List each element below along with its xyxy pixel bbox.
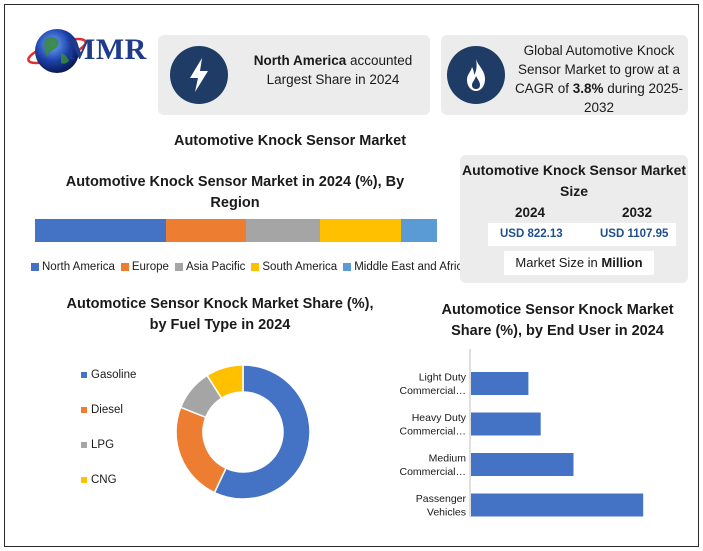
fuel-legend-label: LPG [91, 439, 115, 451]
region-info-rest: accounted Largest Share in 2024 [266, 53, 413, 87]
region-legend-item: Asia Pacific [174, 261, 246, 273]
growth-info-pre: Global Automotive Knock Sensor Market to… [514, 43, 681, 96]
flame-icon [447, 46, 505, 104]
lightning-icon [170, 46, 228, 104]
growth-info-text: Global Automotive Knock Sensor Market to… [509, 41, 689, 117]
fuel-legend-label: Diesel [91, 404, 123, 416]
market-size-unit-pre: Market Size in [515, 255, 602, 270]
region-legend-item: South America [251, 261, 337, 273]
region-legend-item: Middle East and Africa [343, 261, 469, 273]
region-legend-item: North America [31, 261, 115, 273]
fuel-legend-label: CNG [91, 474, 117, 486]
enduser-bar-heavy-duty-commercial [471, 412, 541, 436]
enduser-category-label: Light Duty Commercial… [399, 372, 466, 398]
fuel-legend-item: Diesel [81, 404, 123, 416]
globe-logo-icon [27, 29, 87, 73]
market-size-year-2024: 2024 [515, 205, 546, 220]
legend-swatch [81, 442, 87, 448]
region-legend-label: Middle East and Africa [354, 261, 469, 273]
legend-swatch [120, 263, 129, 271]
region-bar-segment-south-america [320, 219, 401, 242]
legend-swatch [251, 263, 260, 271]
region-chart-title: Automotive Knock Sensor Market in 2024 (… [65, 174, 405, 211]
region-info-bold: North America [253, 53, 347, 68]
main-title: Automotive Knock Sensor Market [173, 133, 407, 149]
enduser-category-label: Medium Commercial… [399, 453, 466, 479]
enduser-category-label: Heavy Duty Commercial… [399, 412, 466, 438]
enduser-category-label: Passenger Vehicles [416, 493, 467, 519]
region-legend: North America Europe Asia Pacific South Ame… [31, 261, 469, 273]
enduser-bar-chart: Light Duty Commercial… Heavy Duty Commercia… [399, 349, 644, 519]
region-legend-item: Europe [120, 261, 169, 273]
donut-slice-diesel [175, 406, 227, 494]
legend-swatch [81, 372, 87, 378]
region-bar-segment-asia-pacific [246, 219, 321, 242]
infographic-frame: MMR North America accounted Largest Shar… [4, 4, 699, 547]
logo-text: MMR [67, 33, 147, 66]
growth-info-card: Global Automotive Knock Sensor Market to… [441, 35, 688, 115]
donut-slice-cng [206, 364, 244, 400]
market-size-values: USD 822.13 USD 1107.95 [488, 223, 676, 246]
region-bar-segment-north-america [35, 219, 166, 242]
market-size-unit: Market Size in Million [504, 251, 654, 275]
market-size-unit-bold: Million [601, 255, 643, 270]
market-size-card: Automotive Knock Sensor Market Size 2024… [460, 155, 688, 283]
region-stacked-bar [35, 219, 437, 242]
region-info-text: North America accounted Largest Share in… [238, 51, 428, 89]
region-legend-label: Europe [131, 261, 169, 273]
enduser-chart-title: Automotice Sensor Knock Market Share (%)… [441, 302, 674, 339]
enduser-bar-light-duty-commercial [471, 372, 529, 395]
region-info-card: North America accounted Largest Share in… [158, 35, 430, 115]
growth-info-post: during 2025-2032 [583, 81, 684, 115]
region-bar-segment-middle-east-and-africa [400, 219, 437, 242]
fuel-legend-label: Gasoline [91, 369, 137, 381]
market-size-year-2032: 2032 [622, 205, 653, 220]
enduser-bar-passenger-vehicles [471, 493, 644, 517]
region-legend-label: North America [42, 261, 115, 273]
market-size-title: Automotive Knock Sensor Market Size [461, 162, 687, 199]
legend-swatch [343, 263, 352, 271]
market-size-value-2032: USD 1107.95 [600, 228, 669, 240]
legend-swatch [174, 263, 183, 271]
fuel-legend-item: LPG [81, 439, 114, 451]
fuel-legend-item: CNG [81, 474, 117, 486]
region-legend-label: South America [262, 261, 338, 273]
growth-info-cagr: 3.8% [572, 81, 604, 96]
legend-swatch [31, 263, 39, 271]
enduser-bar-medium-commercial [471, 453, 574, 476]
donut-slice-gasoline [213, 364, 311, 500]
region-bar-segment-europe [165, 219, 247, 242]
legend-swatch [81, 407, 87, 413]
fuel-donut-chart [175, 364, 311, 500]
fuel-legend-item: Gasoline [81, 369, 136, 381]
legend-swatch [81, 477, 87, 483]
region-legend-label: Asia Pacific [185, 261, 246, 273]
market-size-value-2024: USD 822.13 [500, 228, 563, 240]
fuel-chart-title: Automotice Sensor Knock Market Share (%)… [66, 296, 374, 333]
